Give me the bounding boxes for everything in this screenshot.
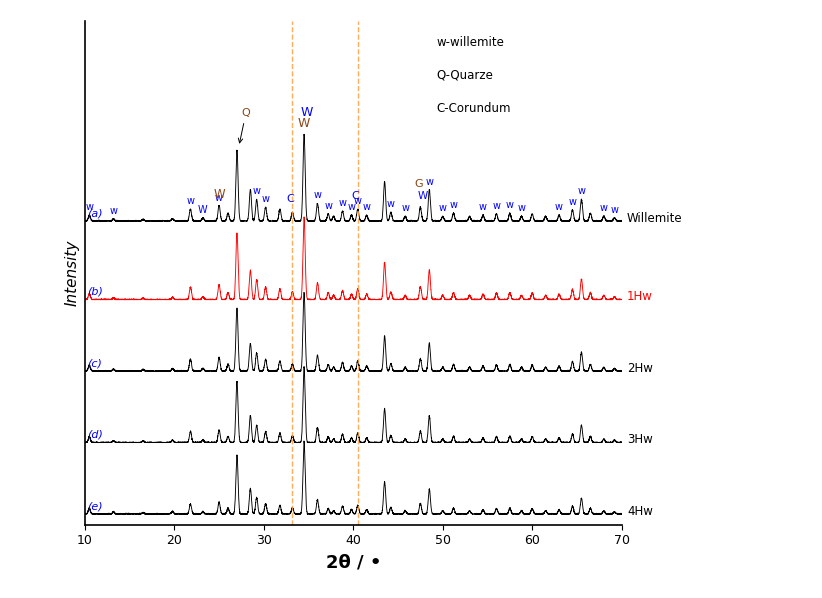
Text: C: C	[286, 194, 293, 203]
Text: w: w	[324, 200, 332, 210]
Text: W: W	[301, 105, 313, 118]
Text: w: w	[600, 203, 607, 213]
Text: w: w	[252, 187, 261, 196]
Text: w-willemite: w-willemite	[436, 36, 505, 49]
Text: w: w	[506, 200, 514, 210]
Text: 4Hw: 4Hw	[627, 505, 653, 518]
Text: w: w	[215, 193, 223, 203]
Text: w: w	[518, 203, 525, 213]
Text: w: w	[577, 186, 585, 196]
Text: Q: Q	[238, 108, 251, 143]
Text: G: G	[414, 179, 423, 188]
Text: w: w	[492, 200, 501, 210]
Text: w: w	[425, 176, 433, 187]
Text: w: w	[313, 191, 321, 200]
Text: w: w	[611, 205, 618, 215]
Text: W: W	[198, 205, 208, 215]
Text: (e): (e)	[86, 501, 102, 511]
Text: 1Hw: 1Hw	[627, 290, 653, 303]
Text: Q-Quarze: Q-Quarze	[436, 69, 493, 82]
Text: w: w	[348, 202, 355, 212]
Text: w: w	[85, 202, 94, 212]
Text: C-Corundum: C-Corundum	[436, 102, 511, 115]
Y-axis label: Intensity: Intensity	[64, 240, 79, 306]
Text: w: w	[363, 202, 371, 212]
Text: 2Hw: 2Hw	[627, 362, 653, 375]
Text: w: w	[479, 202, 487, 212]
Text: W: W	[298, 117, 310, 130]
Text: Willemite: Willemite	[627, 212, 683, 225]
Text: (d): (d)	[86, 430, 103, 440]
Text: (c): (c)	[86, 358, 102, 368]
Text: w: w	[450, 200, 458, 210]
Text: w: w	[353, 196, 362, 206]
Text: (a): (a)	[86, 208, 102, 218]
Text: w: w	[569, 197, 576, 207]
Text: C: C	[351, 191, 359, 200]
Text: w: w	[387, 199, 395, 209]
Text: 3Hw: 3Hw	[627, 433, 653, 446]
Text: w: w	[401, 203, 409, 213]
Text: w: w	[109, 206, 118, 216]
Text: w: w	[261, 194, 270, 204]
Text: w: w	[187, 196, 195, 206]
Text: w: w	[439, 203, 447, 213]
Text: w: w	[339, 198, 347, 208]
Text: W: W	[418, 191, 428, 201]
Text: w: w	[555, 202, 563, 212]
Text: (b): (b)	[86, 287, 103, 297]
X-axis label: 2θ / •: 2θ / •	[326, 553, 381, 571]
Text: W: W	[213, 188, 225, 201]
